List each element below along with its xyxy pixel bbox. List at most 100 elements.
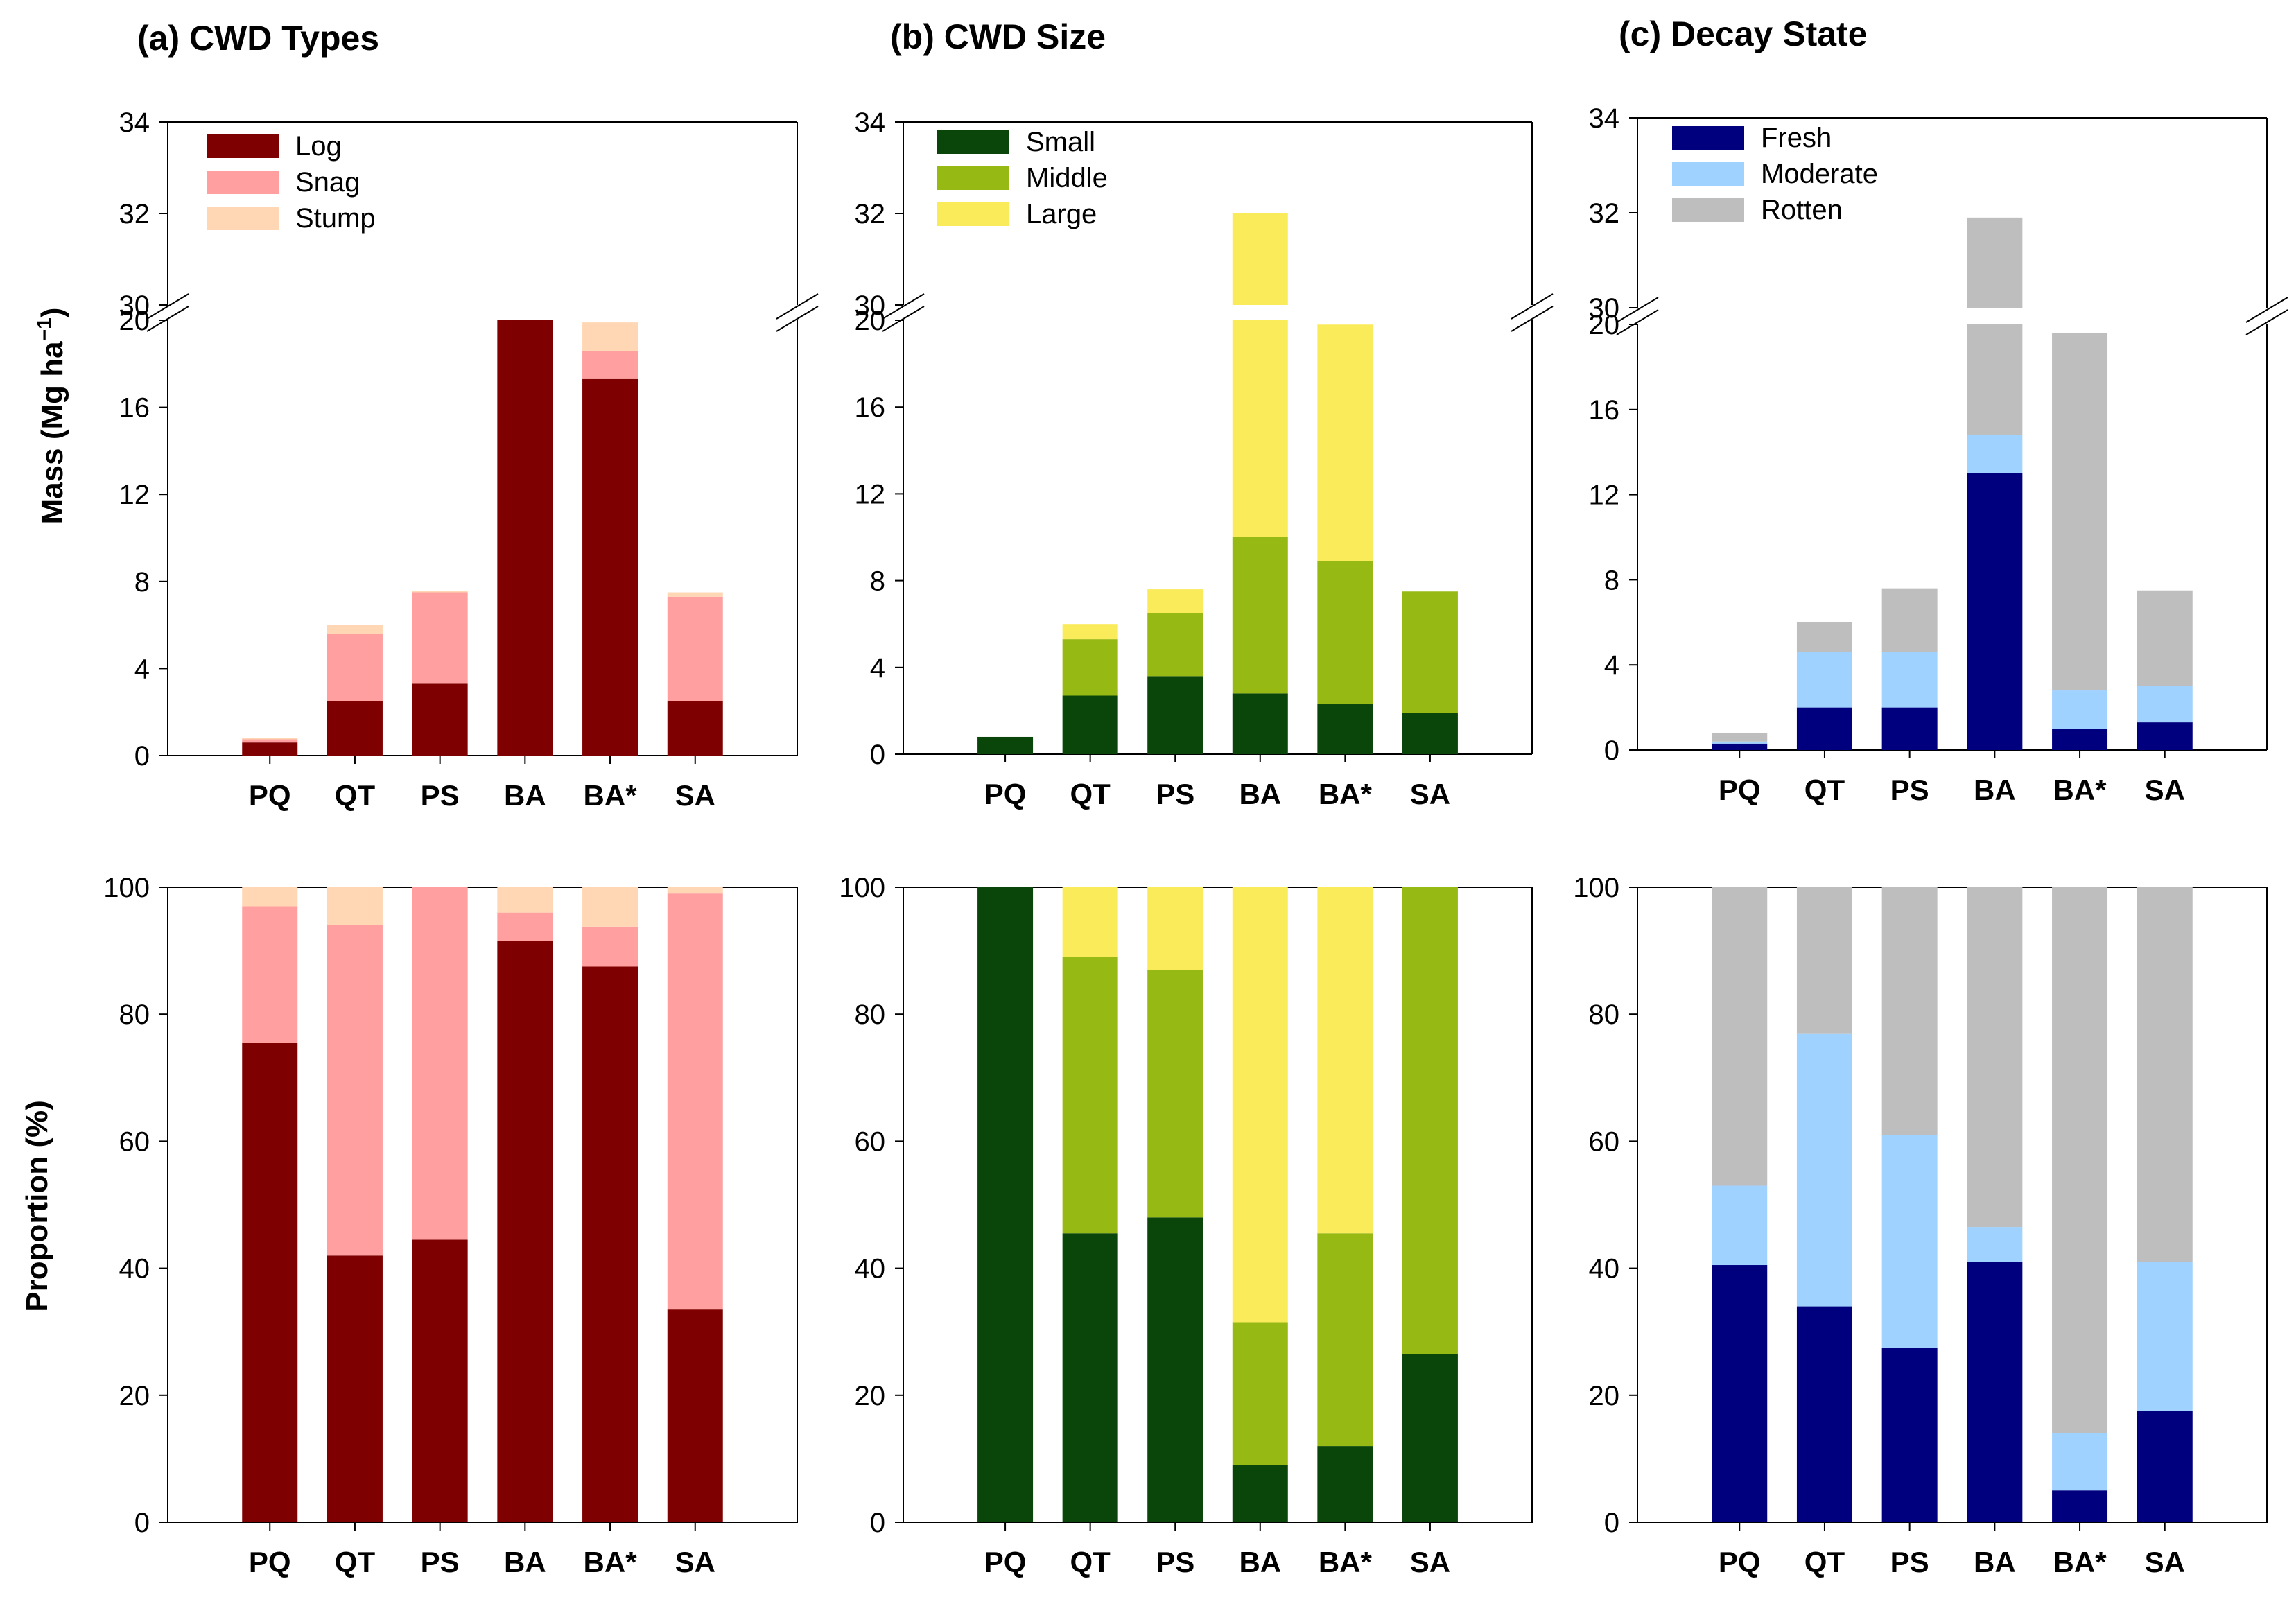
y-tick-label: 80 [1589, 1000, 1620, 1030]
bar-large-ba-star [1317, 324, 1373, 561]
y-tick-label: 30 [855, 290, 886, 321]
bar-stump-sa [667, 887, 723, 894]
mass-y-label: Mass (Mg ha−1) [33, 308, 69, 525]
legend-swatch-rotten [1672, 198, 1744, 222]
x-tick-label: PS [1156, 778, 1194, 810]
bar-snag-ps [412, 887, 468, 1240]
axis-break-mark [776, 306, 819, 332]
y-tick-label: 16 [119, 393, 150, 424]
bar-moderate-ps [1881, 1135, 1938, 1348]
x-tick-label: PS [1890, 1546, 1929, 1578]
axis-frame-overlay [167, 887, 798, 1523]
bar-snag-sa [667, 596, 723, 701]
y-tick-label: 32 [1589, 198, 1620, 229]
proportion-bars-b [977, 887, 1458, 1522]
y-tick-label: 20 [855, 306, 886, 336]
y-tick-label: 4 [1604, 650, 1619, 681]
bar-log-pq [242, 1043, 298, 1522]
axis-break-mark [1616, 297, 1659, 323]
bar-moderate-qt [1796, 1033, 1852, 1307]
y-tick-label: 30 [119, 290, 150, 321]
x-tick-label: BA [1239, 1546, 1281, 1578]
legend-swatch-middle [937, 166, 1009, 190]
mass-bars-c [1712, 217, 2193, 750]
y-tick-label: 32 [119, 199, 150, 229]
y-tick-label: 0 [870, 740, 885, 770]
y-tick-label: 34 [119, 107, 150, 138]
y-tick-label: 20 [1589, 1381, 1620, 1411]
bar-log-qt [327, 1255, 383, 1522]
axis-break-mark [882, 306, 925, 332]
x-tick-label: QT [335, 779, 376, 812]
x-tick-label: PS [1890, 774, 1929, 806]
axis-break-mark [146, 293, 189, 320]
bar-middle-ba-star [1317, 1233, 1373, 1447]
bar-snag-ba-star [582, 926, 638, 967]
bar-small-ps [1147, 1217, 1203, 1522]
panel-b-title: (b) CWD Size [890, 17, 1106, 56]
bar-snag-sa [667, 893, 723, 1310]
y-tick-label: 8 [134, 567, 150, 598]
proportion-bars-c [1712, 887, 2193, 1522]
panel-c-title: (c) Decay State [1619, 15, 1868, 53]
bar-large-ba [1232, 213, 1288, 305]
axis-break-mark [776, 293, 819, 320]
bar-moderate-sa [2137, 1262, 2193, 1411]
legend-swatch-snag [207, 171, 279, 194]
bar-snag-ps [412, 592, 468, 684]
bar-small-ba-star [1317, 1446, 1373, 1522]
y-tick-label: 30 [1589, 293, 1620, 324]
x-tick-label: BA* [2053, 774, 2107, 806]
bar-middle-sa [1402, 887, 1458, 1354]
y-tick-label: 0 [1604, 1508, 1619, 1538]
y-tick-label: 80 [119, 1000, 150, 1030]
bar-small-pq [977, 887, 1034, 1522]
bar-log-sa [667, 1309, 723, 1522]
legend-a: Log Snag Stump [207, 131, 376, 234]
y-tick-label: 40 [1589, 1254, 1620, 1284]
y-tick-label: 100 [103, 873, 150, 903]
y-tick-label: 60 [855, 1126, 886, 1157]
bar-rotten-ps [1881, 588, 1938, 652]
bar-large-ps [1147, 589, 1203, 613]
bar-rotten-pq [1712, 887, 1768, 1186]
bar-rotten-pq [1712, 733, 1768, 742]
y-tick-label: 80 [855, 1000, 886, 1030]
x-tick-label: BA* [1319, 1546, 1373, 1578]
bar-rotten-qt [1796, 622, 1852, 652]
legend-label-large: Large [1026, 199, 1097, 229]
bar-rotten-ba [1967, 217, 2023, 308]
axis-frame-overlay [903, 887, 1533, 1523]
bar-fresh-ps [1881, 707, 1938, 750]
legend-label-fresh: Fresh [1761, 123, 1832, 153]
x-tick-label: PQ [984, 778, 1027, 810]
bar-rotten-sa [2137, 887, 2193, 1262]
y-tick-label: 100 [1573, 873, 1619, 903]
bar-small-ba-star [1317, 704, 1373, 754]
x-tick-label: PQ [1719, 1546, 1761, 1578]
bar-snag-ba-star [582, 350, 638, 379]
legend-label-log: Log [295, 131, 342, 162]
bar-small-sa [1402, 1354, 1458, 1522]
y-tick-label: 34 [855, 107, 886, 138]
bar-log-ps [412, 683, 468, 756]
legend-b: Small Middle Large [937, 127, 1108, 229]
bar-fresh-ba-star [2052, 1490, 2108, 1522]
legend-swatch-log [207, 134, 279, 158]
bar-moderate-ba-star [2052, 1433, 2108, 1491]
panel-a-title: (a) CWD Types [137, 19, 379, 58]
bar-rotten-ba [1967, 887, 2023, 1228]
axis-break-mark [1511, 293, 1554, 320]
bar-middle-ba [1232, 537, 1288, 694]
x-tick-label: BA [1974, 1546, 2016, 1578]
legend-label-middle: Middle [1026, 163, 1108, 193]
x-tick-label: SA [2145, 1546, 2185, 1578]
y-tick-label: 8 [1604, 565, 1619, 595]
x-tick-label: BA* [1319, 778, 1373, 810]
mass-y-label-sup: −1 [33, 317, 56, 341]
bar-small-sa [1402, 713, 1458, 754]
bar-moderate-ps [1881, 652, 1938, 708]
axis-frame-overlay [1637, 887, 2268, 1523]
bar-small-qt [1062, 695, 1118, 754]
